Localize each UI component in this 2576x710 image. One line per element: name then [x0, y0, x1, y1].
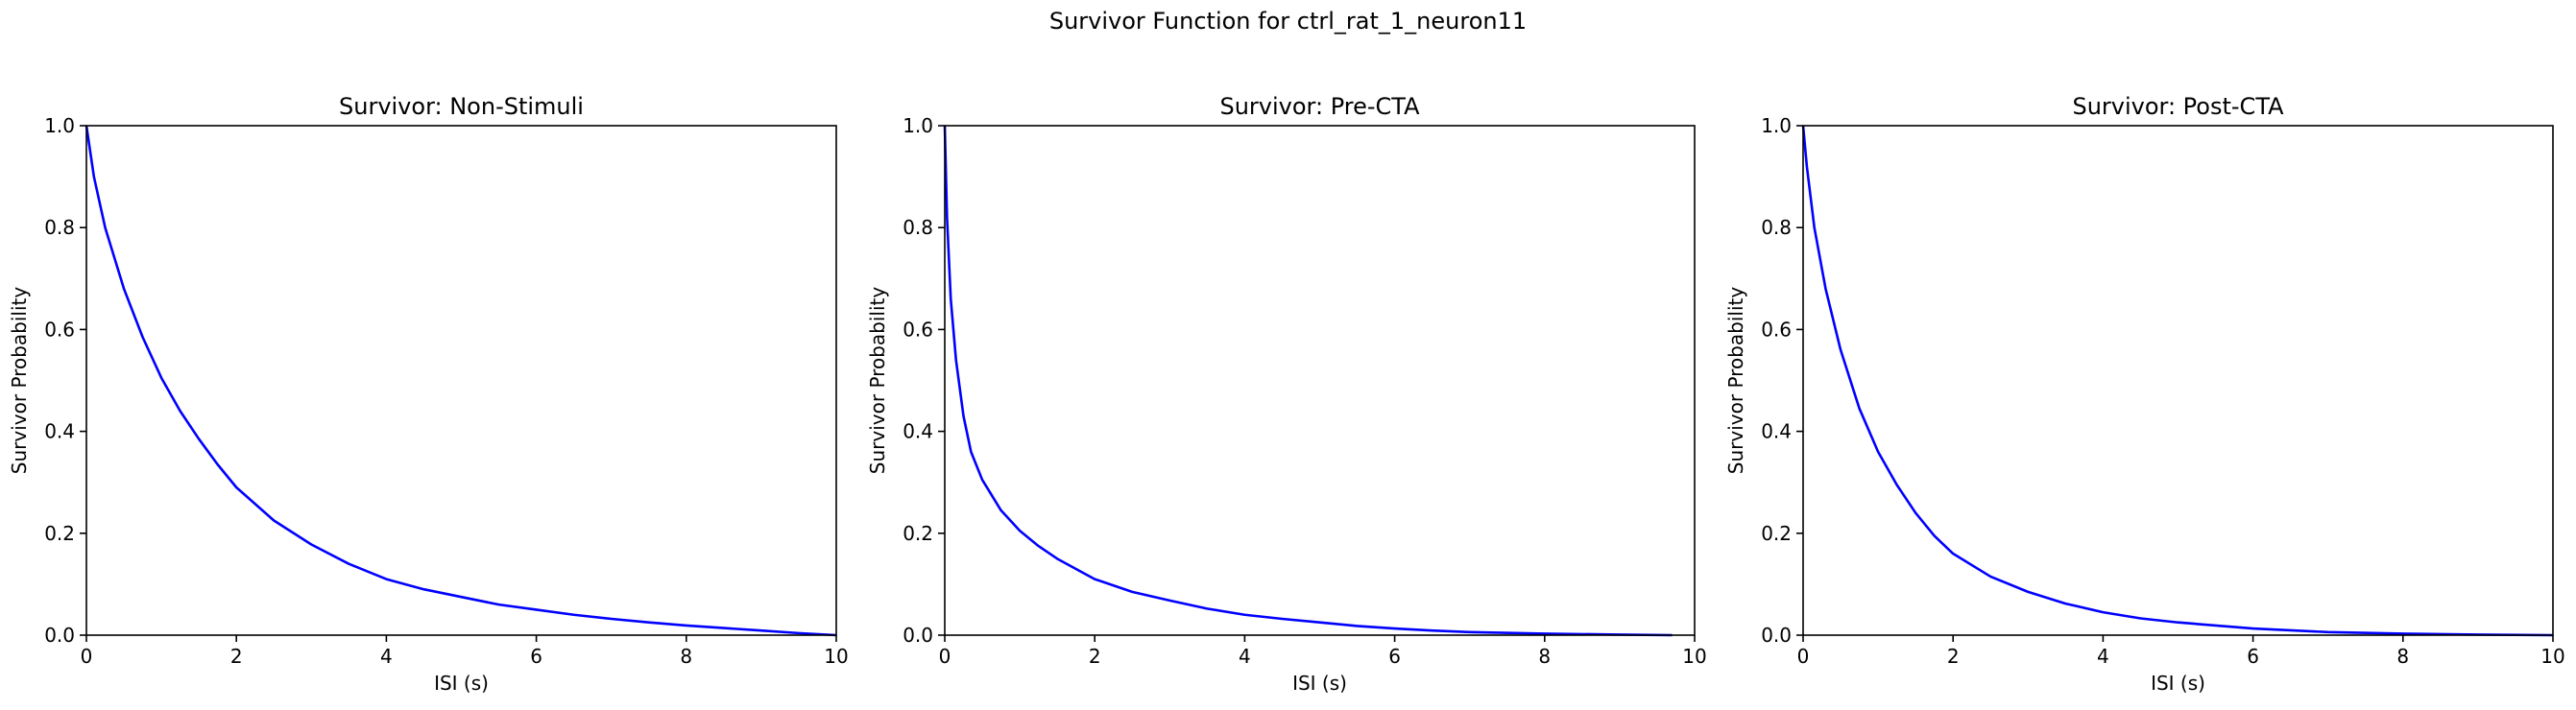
x-tick-label-2-1: 2: [1089, 645, 1101, 668]
panel-title-2: Survivor: Pre-CTA: [1219, 93, 1420, 120]
figure-title: Survivor Function for ctrl_rat_1_neuron1…: [1048, 8, 1528, 35]
x-axis-label-3: ISI (s): [2151, 672, 2205, 695]
series-line-3-1: [1801, 125, 2554, 637]
y-tick-label-3-2: 0.4: [1761, 420, 1792, 443]
y-tick-label-3-4: 0.8: [1761, 216, 1792, 239]
y-tick-label-1-2: 0.4: [44, 420, 75, 443]
y-tick-label-2-4: 0.8: [903, 216, 933, 239]
y-axis-label-2: Survivor Probability: [866, 287, 889, 475]
x-tick-label-2-4: 8: [1538, 645, 1551, 668]
x-tick-label-3-5: 10: [2540, 645, 2564, 668]
y-tick-label-2-2: 0.4: [903, 420, 933, 443]
x-tick-label-1-5: 10: [824, 645, 848, 668]
y-tick-label-1-4: 0.8: [44, 216, 75, 239]
panel-title-1: Survivor: Non-Stimuli: [339, 93, 584, 120]
x-tick-label-3-2: 4: [2097, 645, 2109, 668]
axes-frame-2: [944, 125, 1696, 636]
x-tick-label-3-4: 8: [2396, 645, 2409, 668]
panel-title-3: Survivor: Post-CTA: [2072, 93, 2284, 120]
y-tick-label-2-3: 0.6: [903, 318, 933, 341]
x-tick-label-3-0: 0: [1797, 645, 1810, 668]
x-axis-label-1: ISI (s): [434, 672, 489, 695]
x-tick-label-1-1: 2: [230, 645, 243, 668]
y-tick-label-3-1: 0.2: [1761, 522, 1792, 545]
y-tick-label-2-5: 1.0: [903, 114, 933, 137]
y-tick-label-3-0: 0.0: [1761, 624, 1792, 647]
x-tick-label-1-0: 0: [81, 645, 93, 668]
x-tick-label-2-2: 4: [1239, 645, 1251, 668]
y-tick-label-3-5: 1.0: [1761, 114, 1792, 137]
series-line-1-1: [84, 125, 837, 637]
x-tick-label-1-2: 4: [380, 645, 393, 668]
x-tick-label-3-3: 6: [2247, 645, 2259, 668]
x-tick-label-2-0: 0: [939, 645, 951, 668]
axes-frame-1: [85, 125, 837, 636]
y-tick-label-2-0: 0.0: [903, 624, 933, 647]
axes-frame-3: [1802, 125, 2554, 636]
x-tick-label-3-1: 2: [1947, 645, 1960, 668]
y-tick-label-1-5: 1.0: [44, 114, 75, 137]
y-axis-label-3: Survivor Probability: [1724, 287, 1747, 475]
y-tick-label-1-1: 0.2: [44, 522, 75, 545]
y-tick-label-1-3: 0.6: [44, 318, 75, 341]
y-tick-label-1-0: 0.0: [44, 624, 75, 647]
x-axis-label-2: ISI (s): [1292, 672, 1347, 695]
x-tick-label-2-3: 6: [1388, 645, 1401, 668]
series-line-2-1: [943, 125, 1673, 637]
x-tick-label-2-5: 10: [1682, 645, 1706, 668]
x-tick-label-1-3: 6: [530, 645, 542, 668]
x-tick-label-1-4: 8: [680, 645, 692, 668]
y-tick-label-3-3: 0.6: [1761, 318, 1792, 341]
y-axis-label-1: Survivor Probability: [8, 287, 31, 475]
y-tick-label-2-1: 0.2: [903, 522, 933, 545]
